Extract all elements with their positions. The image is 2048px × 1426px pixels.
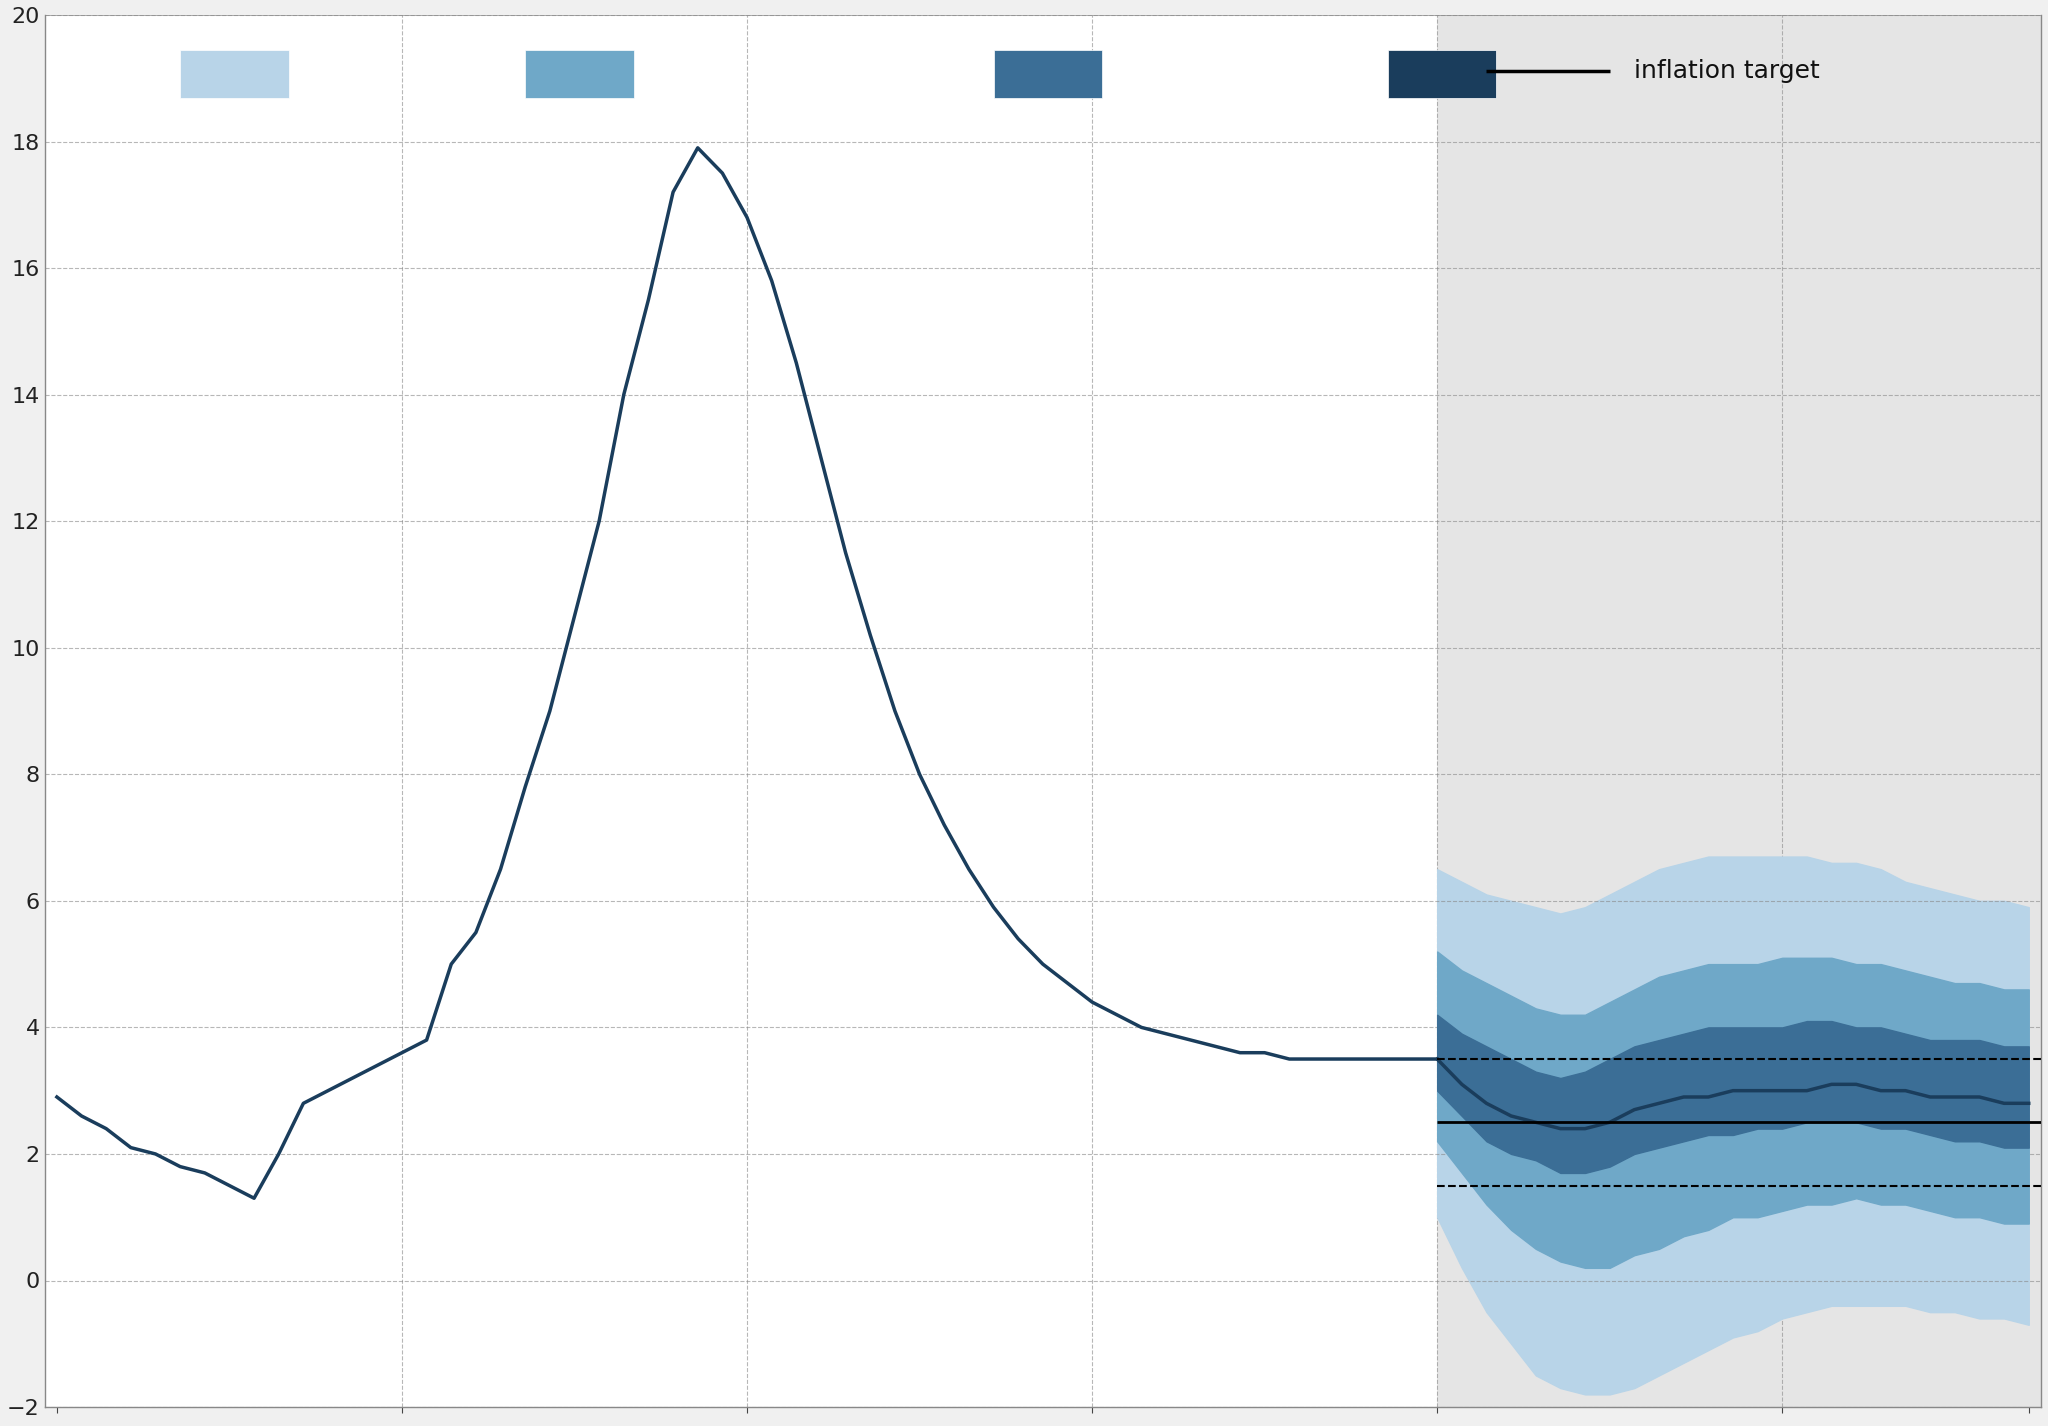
Bar xyxy=(180,50,289,98)
Bar xyxy=(993,50,1102,98)
Bar xyxy=(1438,14,2042,1407)
Text: inflation target: inflation target xyxy=(1634,58,1821,83)
Bar xyxy=(1389,50,1497,98)
Bar xyxy=(524,50,633,98)
